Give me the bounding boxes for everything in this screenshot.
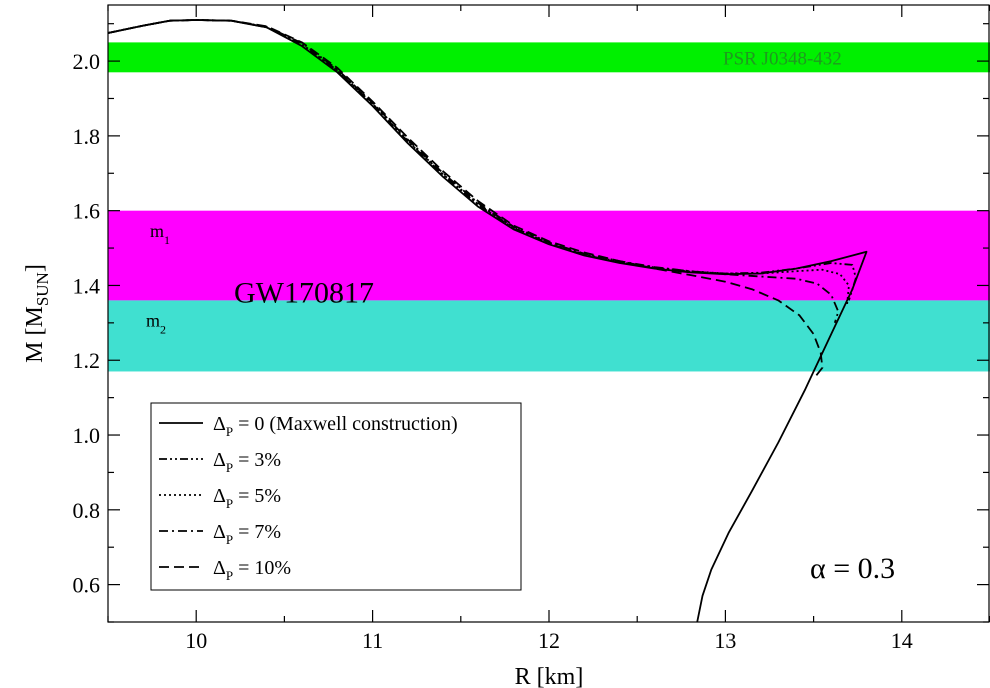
gw170817-annotation: GW170817 bbox=[234, 276, 374, 309]
y-tick-label: 0.6 bbox=[73, 573, 101, 598]
y-tick-label: 2.0 bbox=[73, 49, 101, 74]
x-tick-label: 14 bbox=[891, 628, 913, 653]
y-tick-label: 0.8 bbox=[73, 498, 101, 523]
x-tick-label: 11 bbox=[362, 628, 383, 653]
y-axis-label: M [MSUN] bbox=[22, 264, 52, 363]
y-tick-label: 1.0 bbox=[73, 423, 101, 448]
m2-band-label: m2 bbox=[146, 311, 166, 337]
series-line-3 bbox=[107, 19, 840, 324]
band-m1 bbox=[108, 210, 990, 301]
x-tick-label: 13 bbox=[714, 628, 736, 653]
curves-layer bbox=[107, 19, 868, 623]
band-psr-j0348-432 bbox=[108, 42, 990, 73]
alpha-annotation: α = 0.3 bbox=[810, 552, 895, 585]
legend-label-3: ΔP = 7% bbox=[213, 521, 281, 547]
legend-label-4: ΔP = 10% bbox=[213, 557, 291, 583]
series-line-4 bbox=[107, 19, 824, 380]
band-layer bbox=[108, 42, 990, 372]
legend-label-2: ΔP = 5% bbox=[213, 485, 281, 511]
legend-box bbox=[150, 402, 522, 591]
legend-label-1: ΔP = 3% bbox=[213, 449, 281, 475]
y-tick-label: 1.4 bbox=[73, 273, 101, 298]
x-axis-label: R [km] bbox=[515, 664, 584, 688]
y-tick-label: 1.6 bbox=[73, 199, 101, 224]
psr-band-label: PSR J0348-432 bbox=[723, 48, 842, 69]
x-tick-label: 12 bbox=[538, 628, 560, 653]
axis-ticks: 10 11 12 13 14 0.6 0.8 1.0 1.2 1.4 1.6 1.8 2.0 bbox=[73, 5, 990, 653]
y-tick-label: 1.8 bbox=[73, 124, 101, 149]
band-m2 bbox=[108, 300, 990, 372]
m1-band-label: m1 bbox=[150, 221, 170, 247]
legend-label-0: ΔP = 0 (Maxwell construction) bbox=[213, 413, 458, 439]
legend: ΔP = 0 (Maxwell construction) ΔP = 3% ΔP =… bbox=[150, 402, 522, 591]
y-tick-label: 1.2 bbox=[73, 348, 101, 373]
x-tick-label: 10 bbox=[185, 628, 207, 653]
